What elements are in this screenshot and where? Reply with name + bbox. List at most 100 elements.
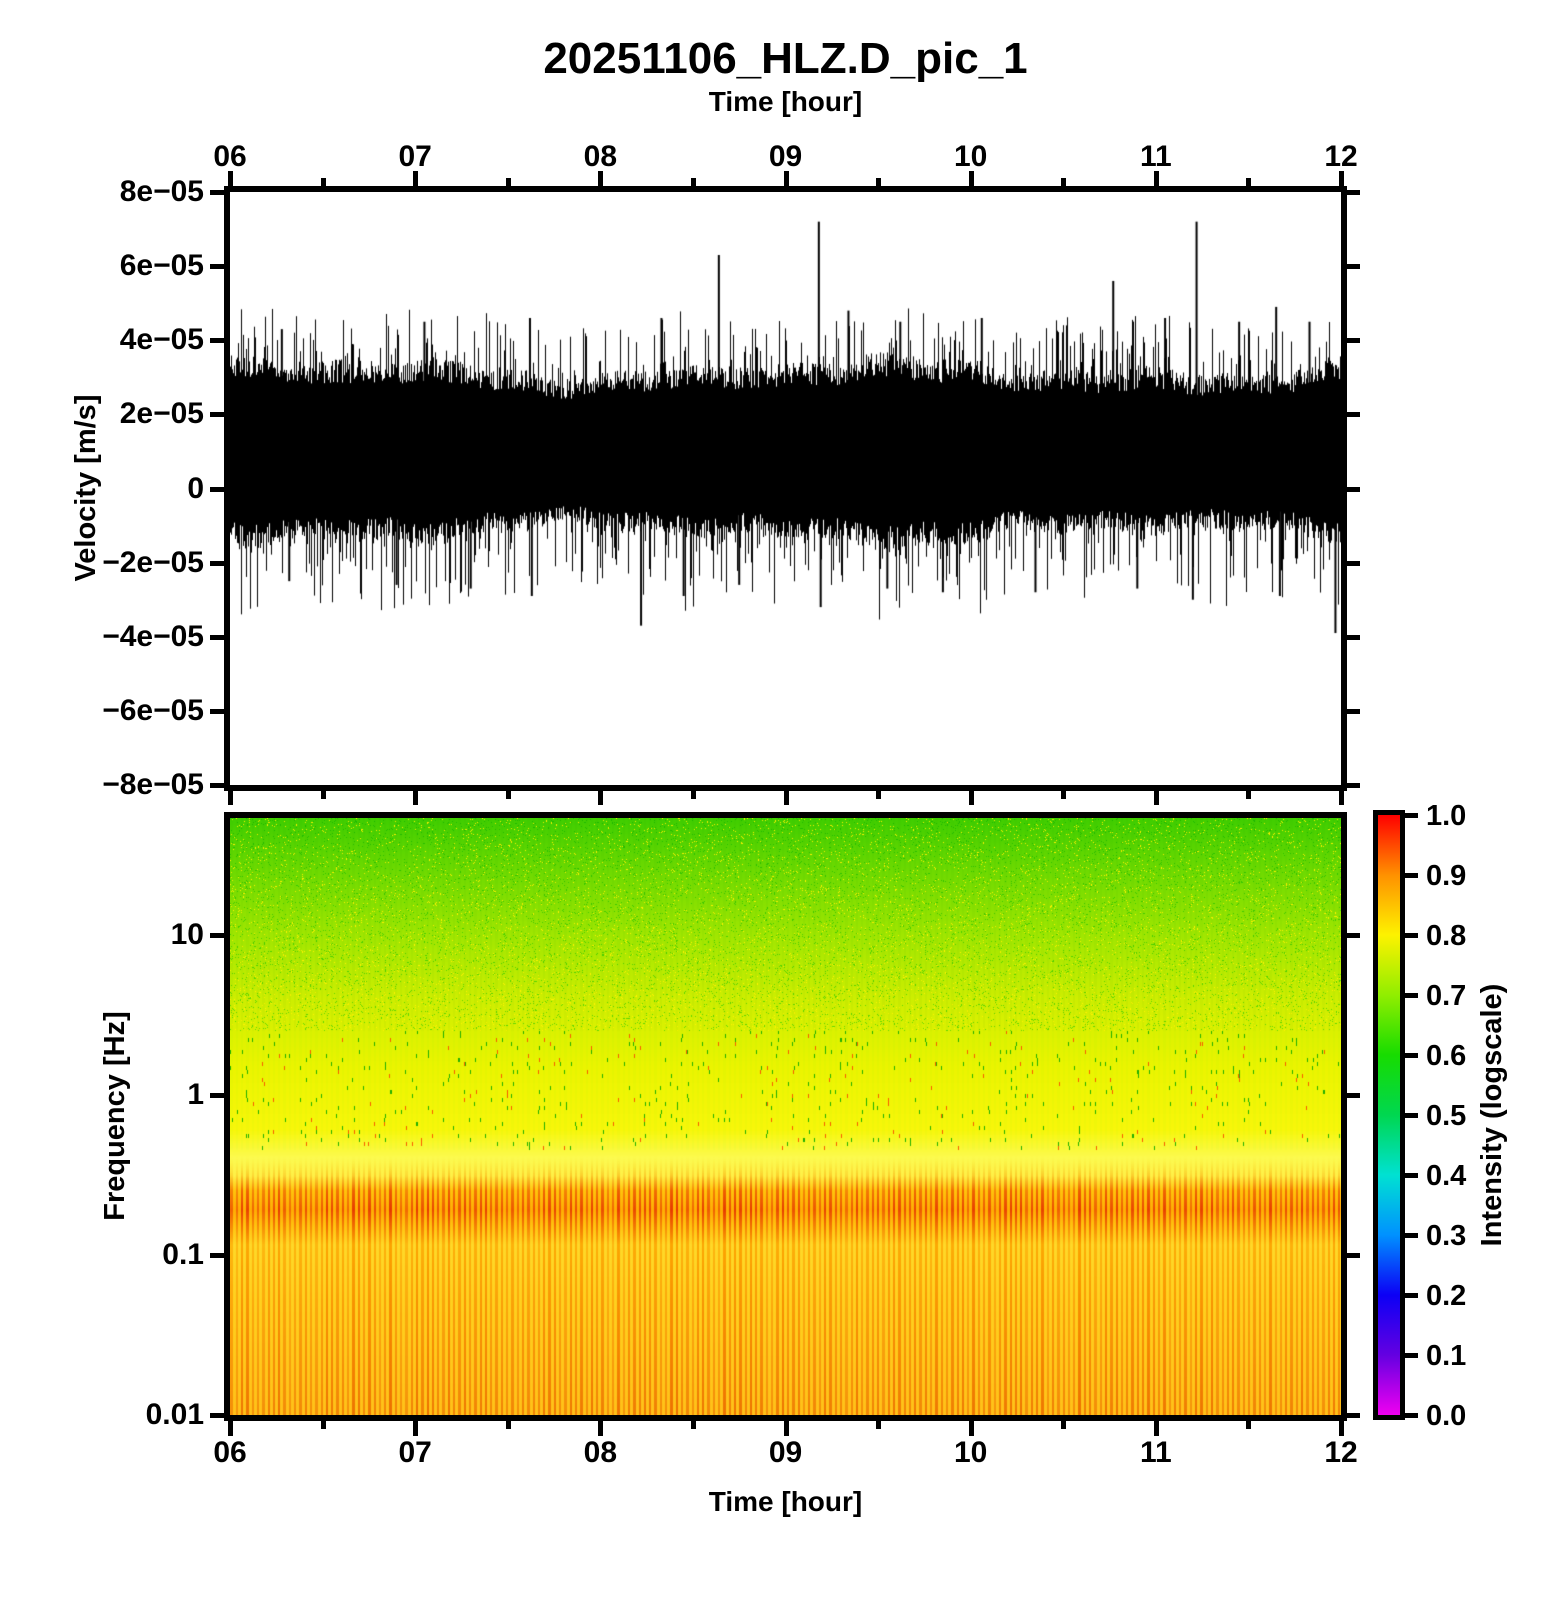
waveform-bottom-minor-tick: [505, 791, 511, 799]
waveform-top-minor-tick: [320, 178, 326, 186]
bottom-x-tick-label: 06: [213, 1436, 247, 1469]
waveform-top-minor-tick: [1246, 178, 1252, 186]
colorbar-tick-label: 0.1: [1426, 1340, 1467, 1372]
spectrogram-right-tick: [1347, 933, 1360, 938]
waveform-bottom-minor-tick: [1061, 791, 1067, 799]
spectrogram-bottom-minor-tick: [876, 1421, 882, 1429]
spectrogram-right-tick: [1347, 1413, 1360, 1418]
waveform-bottom-major-tick: [968, 791, 974, 805]
colorbar-tick: [1405, 1233, 1418, 1238]
waveform-y-tick-label: −2e−05: [102, 545, 204, 579]
colorbar-tick: [1405, 1353, 1418, 1358]
waveform-y-tick-label: −8e−05: [102, 768, 204, 801]
waveform-right-tick: [1347, 412, 1360, 418]
waveform-y-tick-label: 2e−05: [119, 397, 204, 431]
top-axis-title: Time [hour]: [708, 86, 863, 117]
waveform-bottom-major-tick: [783, 791, 789, 805]
colorbar-gradient: [1378, 815, 1400, 1415]
waveform-y-tick-label: 0: [187, 471, 204, 505]
waveform-y-tick-label: −6e−05: [102, 693, 204, 727]
spectrogram-left-tick: [210, 1413, 224, 1418]
waveform-bottom-major-tick: [1339, 791, 1344, 805]
waveform-left-tick: [210, 783, 224, 788]
bottom-x-tick-label: 11: [1139, 1436, 1172, 1469]
spectrogram-y-tick-label: 0.1: [162, 1238, 204, 1271]
spectrogram-bottom-major-tick: [783, 1421, 789, 1436]
waveform-top-minor-tick: [505, 178, 511, 186]
colorbar-tick-label: 0.7: [1426, 980, 1467, 1012]
waveform-left-tick: [210, 486, 224, 492]
waveform-y-tick-label: −4e−05: [102, 619, 204, 653]
colorbar-tick: [1405, 1113, 1418, 1118]
waveform-bottom-major-tick: [598, 791, 604, 805]
waveform-right-tick: [1347, 634, 1360, 640]
spectrogram-y-tick-label: 10: [170, 918, 204, 951]
bottom-axis-title: Time [hour]: [708, 1486, 863, 1517]
spectrogram-ylabel: Frequency [Hz]: [99, 1011, 131, 1221]
colorbar-tick: [1405, 1173, 1418, 1178]
colorbar-tick-label: 1.0: [1426, 800, 1467, 832]
waveform-bottom-minor-tick: [690, 791, 696, 799]
waveform-top-major-tick: [413, 171, 419, 186]
waveform-frame: [224, 186, 1347, 791]
waveform-bottom-minor-tick: [876, 791, 882, 799]
spectrogram-plot: [230, 818, 1341, 1415]
figure-title: 20251106_HLZ.D_pic_1: [543, 34, 1028, 83]
waveform-right-tick: [1347, 264, 1360, 270]
waveform-plot: [230, 192, 1341, 785]
colorbar-tick-label: 0.2: [1426, 1280, 1467, 1312]
spectrogram-bottom-major-tick: [1153, 1421, 1159, 1436]
waveform-left-tick: [210, 708, 224, 714]
waveform-y-tick-label: 6e−05: [119, 249, 204, 283]
colorbar-tick: [1405, 1413, 1418, 1418]
waveform-top-major-tick: [783, 171, 789, 186]
waveform-top-major-tick: [1153, 171, 1159, 186]
colorbar-tick-label: 0.0: [1426, 1400, 1467, 1432]
spectrogram-right-tick: [1347, 1253, 1360, 1258]
spectrogram-bottom-minor-tick: [1246, 1421, 1252, 1429]
colorbar-tick-label: 0.8: [1426, 920, 1467, 952]
top-x-tick-label: 06: [213, 140, 247, 173]
spectrogram-bottom-minor-tick: [1061, 1421, 1067, 1429]
waveform-top-minor-tick: [690, 178, 696, 186]
waveform-bottom-minor-tick: [320, 791, 326, 799]
colorbar-tick: [1405, 993, 1418, 998]
waveform-left-tick: [210, 634, 224, 640]
bottom-x-tick-label: 07: [398, 1436, 432, 1469]
colorbar: [1373, 810, 1405, 1420]
bottom-x-tick-label: 12: [1324, 1436, 1358, 1469]
waveform-top-major-tick: [968, 171, 974, 186]
waveform-right-tick: [1347, 708, 1360, 714]
waveform-right-tick: [1347, 338, 1360, 344]
colorbar-tick: [1405, 933, 1418, 938]
waveform-left-tick: [210, 264, 224, 270]
top-x-tick-label: 09: [768, 140, 803, 173]
spectrogram-bottom-minor-tick: [690, 1421, 696, 1429]
colorbar-tick-label: 0.9: [1426, 860, 1467, 892]
top-x-tick-label: 08: [583, 140, 618, 173]
spectrogram-left-tick: [210, 1253, 224, 1258]
colorbar-tick: [1405, 1293, 1418, 1298]
waveform-right-tick: [1347, 190, 1360, 195]
waveform-left-tick: [210, 412, 224, 418]
spectrogram-bottom-minor-tick: [505, 1421, 511, 1429]
spectrogram-left-tick: [210, 933, 224, 938]
bottom-x-tick-label: 09: [768, 1436, 803, 1469]
waveform-left-tick: [210, 338, 224, 344]
waveform-bottom-major-tick: [228, 791, 233, 805]
waveform-left-tick: [210, 560, 224, 566]
waveform-bottom-major-tick: [1153, 791, 1159, 805]
bottom-x-tick-label: 08: [583, 1436, 618, 1469]
waveform-y-tick-label: 8e−05: [119, 175, 204, 208]
waveform-top-major-tick: [228, 171, 233, 186]
colorbar-tick-label: 0.5: [1426, 1100, 1467, 1132]
top-x-tick-label: 10: [953, 140, 988, 173]
waveform-top-major-tick: [1339, 171, 1344, 186]
spectrogram-y-tick-label: 0.01: [145, 1398, 204, 1431]
waveform-y-tick-label: 4e−05: [119, 323, 204, 357]
waveform-right-tick: [1347, 783, 1360, 788]
spectrogram-left-tick: [210, 1093, 224, 1098]
colorbar-tick: [1405, 813, 1418, 818]
waveform-top-minor-tick: [1061, 178, 1067, 186]
